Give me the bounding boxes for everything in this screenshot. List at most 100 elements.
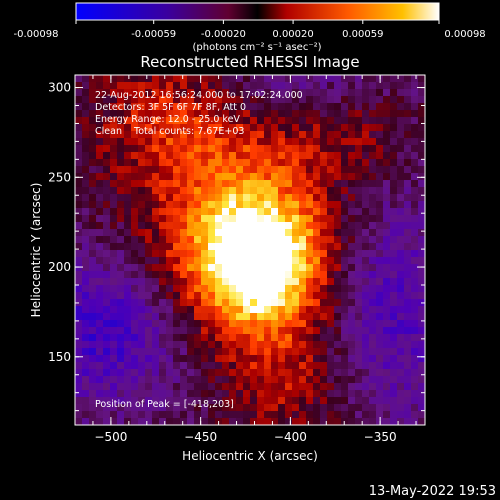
heatmap-cell xyxy=(418,229,426,237)
heatmap-cell xyxy=(292,222,300,230)
heatmap-cell xyxy=(327,166,335,174)
heatmap-cell xyxy=(271,418,279,426)
heatmap-cell xyxy=(292,208,300,216)
heatmap-cell xyxy=(82,299,90,307)
heatmap-cell xyxy=(110,320,118,328)
heatmap-cell xyxy=(187,369,195,377)
heatmap-cell xyxy=(208,411,216,419)
heatmap-cell xyxy=(215,145,223,153)
heatmap-cell xyxy=(348,138,356,146)
heatmap-cell xyxy=(390,103,398,111)
heatmap-cell xyxy=(390,96,398,104)
heatmap-cell xyxy=(75,334,83,342)
heatmap-cell xyxy=(278,82,286,90)
heatmap-cell xyxy=(208,397,216,405)
heatmap-cell xyxy=(418,292,426,300)
heatmap-cell xyxy=(404,159,412,167)
heatmap-cell xyxy=(243,397,251,405)
heatmap-cell xyxy=(124,362,132,370)
heatmap-cell xyxy=(138,327,146,335)
heatmap-cell xyxy=(166,306,174,314)
heatmap-cell xyxy=(341,320,349,328)
heatmap-cell xyxy=(201,397,209,405)
heatmap-cell xyxy=(208,418,216,426)
heatmap-cell xyxy=(306,131,314,139)
heatmap-cell xyxy=(320,166,328,174)
heatmap-cell xyxy=(285,194,293,202)
heatmap-cell xyxy=(320,320,328,328)
heatmap-cell xyxy=(159,222,167,230)
heatmap-cell xyxy=(138,369,146,377)
heatmap-cell xyxy=(362,201,370,209)
heatmap-cell xyxy=(369,236,377,244)
heatmap-cell xyxy=(271,383,279,391)
heatmap-cell xyxy=(194,390,202,398)
heatmap-cell xyxy=(383,264,391,272)
heatmap-cell xyxy=(299,103,307,111)
heatmap-cell xyxy=(250,362,258,370)
heatmap-cell xyxy=(334,369,342,377)
heatmap-cell xyxy=(201,236,209,244)
heatmap-cell xyxy=(110,82,118,90)
heatmap-cell xyxy=(173,411,181,419)
heatmap-cell xyxy=(411,383,419,391)
heatmap-cell xyxy=(173,194,181,202)
heatmap-cell xyxy=(320,124,328,132)
heatmap-cell xyxy=(166,166,174,174)
heatmap-cell xyxy=(250,313,258,321)
heatmap-cell xyxy=(334,299,342,307)
heatmap-cell xyxy=(327,152,335,160)
heatmap-cell xyxy=(96,173,104,181)
heatmap-cell xyxy=(222,327,230,335)
heatmap-cell xyxy=(124,306,132,314)
heatmap-cell xyxy=(194,362,202,370)
heatmap-cell xyxy=(390,341,398,349)
heatmap-cell xyxy=(320,341,328,349)
heatmap-cell xyxy=(229,306,237,314)
heatmap-cell xyxy=(355,194,363,202)
heatmap-cell xyxy=(369,404,377,412)
heatmap-cell xyxy=(355,89,363,97)
heatmap-cell xyxy=(173,138,181,146)
heatmap-cell xyxy=(96,355,104,363)
heatmap-cell xyxy=(250,201,258,209)
heatmap-cell xyxy=(138,103,146,111)
heatmap-cell xyxy=(145,159,153,167)
heatmap-cell xyxy=(285,131,293,139)
heatmap-cell xyxy=(180,152,188,160)
heatmap-cell xyxy=(313,362,321,370)
heatmap-cell xyxy=(159,201,167,209)
heatmap-cell xyxy=(383,369,391,377)
heatmap-cell xyxy=(89,194,97,202)
heatmap-cell xyxy=(117,243,125,251)
heatmap-cell xyxy=(194,89,202,97)
heatmap-cell xyxy=(341,222,349,230)
heatmap-cell xyxy=(145,271,153,279)
heatmap-cell xyxy=(110,257,118,265)
heatmap-cell xyxy=(131,117,139,125)
heatmap-cell xyxy=(138,173,146,181)
heatmap-cell xyxy=(348,96,356,104)
heatmap-cell xyxy=(187,348,195,356)
heatmap-cell xyxy=(166,124,174,132)
heatmap-cell xyxy=(208,376,216,384)
heatmap-cell xyxy=(292,257,300,265)
heatmap-cell xyxy=(362,194,370,202)
heatmap-cell xyxy=(334,187,342,195)
heatmap-cell xyxy=(250,117,258,125)
heatmap-cell xyxy=(96,124,104,132)
heatmap-cell xyxy=(103,341,111,349)
heatmap-cell xyxy=(327,278,335,286)
heatmap-cell xyxy=(229,383,237,391)
heatmap-cell xyxy=(257,96,265,104)
heatmap-cell xyxy=(89,313,97,321)
heatmap-cell xyxy=(285,362,293,370)
heatmap-cell xyxy=(411,208,419,216)
heatmap-cell xyxy=(299,327,307,335)
heatmap-cell xyxy=(131,418,139,426)
heatmap-cell xyxy=(369,145,377,153)
heatmap-cell xyxy=(131,362,139,370)
heatmap-cell xyxy=(117,138,125,146)
heatmap-cell xyxy=(96,145,104,153)
heatmap-cell xyxy=(299,299,307,307)
